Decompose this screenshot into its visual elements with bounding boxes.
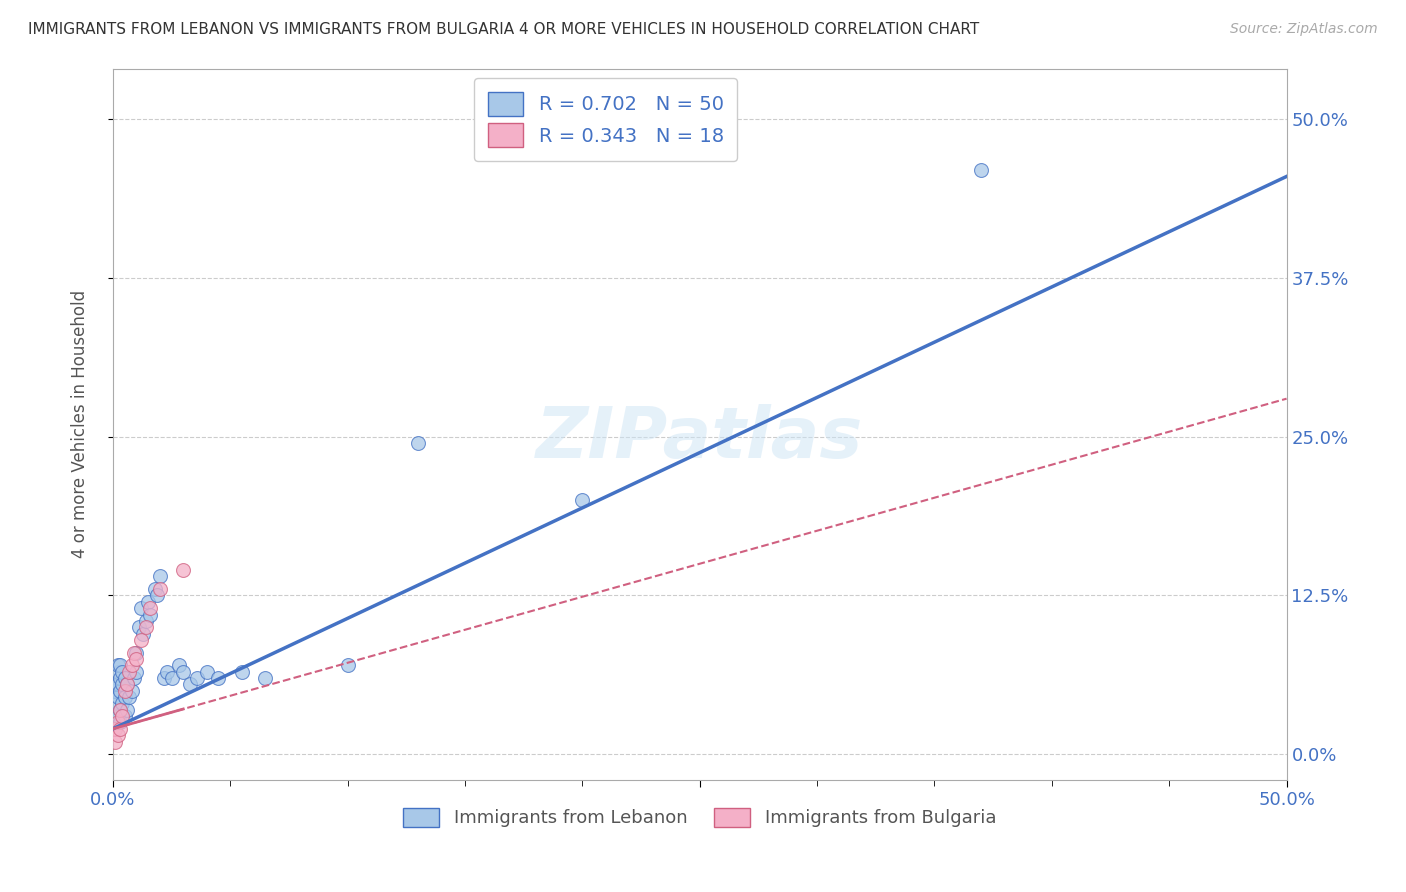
Text: IMMIGRANTS FROM LEBANON VS IMMIGRANTS FROM BULGARIA 4 OR MORE VEHICLES IN HOUSEH: IMMIGRANTS FROM LEBANON VS IMMIGRANTS FR… [28, 22, 980, 37]
Point [114, 690, 136, 704]
Point [107, 728, 129, 742]
Point [125, 652, 148, 666]
Point [107, 665, 129, 679]
Point [970, 163, 993, 178]
Point [121, 658, 143, 673]
Point [108, 715, 131, 730]
Point [128, 620, 150, 634]
Point [107, 658, 129, 673]
Point [136, 595, 159, 609]
Y-axis label: 4 or more Vehicles in Household: 4 or more Vehicles in Household [72, 290, 89, 558]
Point [115, 677, 138, 691]
Point [336, 658, 359, 673]
Point [135, 614, 157, 628]
Point [231, 665, 253, 679]
Point [132, 626, 155, 640]
Point [104, 683, 127, 698]
Legend: Immigrants from Lebanon, Immigrants from Bulgaria: Immigrants from Lebanon, Immigrants from… [396, 801, 1004, 835]
Point [115, 703, 138, 717]
Point [172, 563, 194, 577]
Point [111, 665, 134, 679]
Point [115, 677, 138, 691]
Point [114, 683, 136, 698]
Point [125, 646, 148, 660]
Point [107, 690, 129, 704]
Point [186, 671, 208, 685]
Point [104, 697, 127, 711]
Point [108, 703, 131, 717]
Text: Source: ZipAtlas.com: Source: ZipAtlas.com [1230, 22, 1378, 37]
Point [153, 671, 176, 685]
Point [139, 601, 162, 615]
Point [146, 589, 169, 603]
Point [125, 665, 148, 679]
Point [149, 569, 172, 583]
Point [114, 709, 136, 723]
Point [104, 734, 127, 748]
Point [406, 436, 429, 450]
Point [108, 658, 131, 673]
Point [129, 632, 152, 647]
Point [114, 671, 136, 685]
Point [122, 671, 145, 685]
Point [167, 658, 190, 673]
Point [108, 722, 131, 736]
Point [179, 677, 201, 691]
Point [139, 607, 162, 622]
Point [118, 690, 141, 704]
Point [254, 671, 277, 685]
Point [122, 646, 145, 660]
Point [118, 665, 141, 679]
Point [195, 665, 218, 679]
Point [129, 601, 152, 615]
Point [571, 493, 593, 508]
Point [135, 620, 157, 634]
Point [104, 722, 127, 736]
Point [107, 715, 129, 730]
Point [108, 683, 131, 698]
Point [108, 703, 131, 717]
Point [143, 582, 166, 596]
Point [121, 683, 143, 698]
Point [107, 709, 129, 723]
Point [111, 709, 134, 723]
Point [111, 677, 134, 691]
Point [111, 697, 134, 711]
Point [104, 677, 127, 691]
Point [207, 671, 229, 685]
Point [108, 671, 131, 685]
Point [107, 677, 129, 691]
Point [160, 671, 183, 685]
Point [149, 582, 172, 596]
Text: ZIPatlas: ZIPatlas [536, 404, 863, 473]
Point [156, 665, 179, 679]
Point [172, 665, 194, 679]
